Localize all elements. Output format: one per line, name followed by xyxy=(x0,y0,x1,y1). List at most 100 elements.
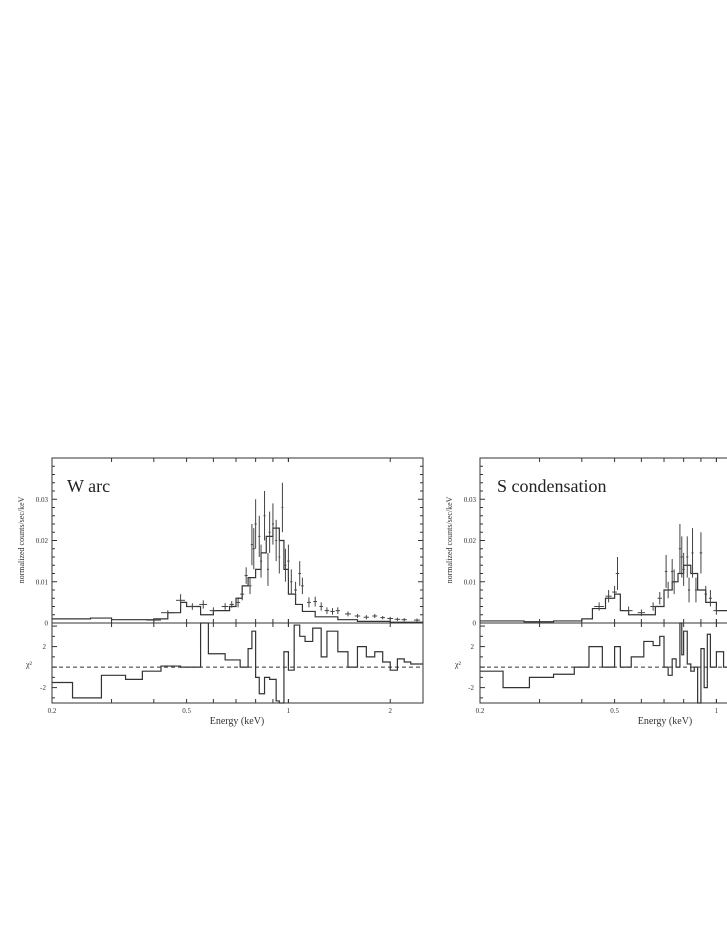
data-point xyxy=(670,559,674,584)
data-point xyxy=(281,482,284,533)
data-point xyxy=(605,590,612,603)
data-point xyxy=(624,606,633,615)
data-point xyxy=(278,540,281,574)
y-tick-label: 0.02 xyxy=(464,537,477,545)
x-tick-label: 0.2 xyxy=(48,707,57,715)
data-point xyxy=(160,610,175,616)
y-tick-label: 0.02 xyxy=(36,537,49,545)
data-point xyxy=(266,552,269,586)
data-point xyxy=(363,615,369,620)
y-axis-label: normalized counts/sec/keV xyxy=(17,496,26,583)
y-tick-label: 0 xyxy=(45,620,49,628)
data-point xyxy=(258,515,261,557)
data-point xyxy=(240,587,245,601)
data-point xyxy=(615,557,620,590)
data-point xyxy=(686,536,689,578)
data-point xyxy=(691,528,694,578)
data-point xyxy=(387,616,394,621)
data-point xyxy=(657,592,662,605)
data-point xyxy=(287,544,290,578)
data-point xyxy=(313,596,318,607)
data-point xyxy=(244,567,248,584)
data-point xyxy=(401,618,407,622)
plot-frame xyxy=(51,457,424,704)
data-point xyxy=(275,519,278,562)
x-tick-label: 1 xyxy=(715,707,719,715)
data-point xyxy=(394,617,401,621)
data-point xyxy=(699,532,703,574)
data-point xyxy=(146,618,161,622)
data-point xyxy=(229,601,234,608)
data-point xyxy=(259,544,263,578)
data-point xyxy=(380,615,385,620)
data-point xyxy=(284,548,287,582)
data-point xyxy=(209,607,218,614)
data-point xyxy=(372,613,378,619)
data-point xyxy=(290,569,293,595)
data-point xyxy=(307,597,311,608)
x-tick-label: 0.5 xyxy=(182,707,191,715)
data-point xyxy=(254,499,257,549)
data-point xyxy=(708,590,712,607)
y-tick-label: 0.01 xyxy=(464,578,477,586)
x-tick-label: 1 xyxy=(287,707,291,715)
panel-title: S condensation xyxy=(497,476,607,496)
data-point xyxy=(680,536,683,578)
data-point xyxy=(330,608,335,615)
x-axis-label: Energy (keV) xyxy=(210,716,265,727)
data-point xyxy=(354,613,361,619)
residual-axis-label: χ² xyxy=(454,660,462,669)
data-point xyxy=(704,585,708,603)
data-point xyxy=(612,585,617,599)
data-point xyxy=(324,607,330,614)
y-tick-label: 0.03 xyxy=(464,496,477,504)
plot-frame xyxy=(479,457,727,704)
residual-tick-label: 2 xyxy=(43,643,47,651)
data-point xyxy=(188,603,197,610)
x-tick-label: 2 xyxy=(388,707,392,715)
panel-s-condensation: S condensation normalized counts/sec/keV… xyxy=(445,457,727,727)
data-point xyxy=(268,511,271,553)
data-point xyxy=(413,618,421,622)
residual-histogram xyxy=(480,622,727,704)
residual-tick-label: 2 xyxy=(471,643,475,651)
x-tick-label: 0.2 xyxy=(476,707,485,715)
data-point xyxy=(650,602,656,611)
data-point xyxy=(252,528,255,570)
data-point xyxy=(199,600,208,609)
panel-title: W arc xyxy=(67,476,110,496)
data-point xyxy=(687,577,691,603)
x-axis-label: Energy (keV) xyxy=(638,716,693,727)
data-point xyxy=(175,594,186,607)
data-point xyxy=(666,581,670,599)
data-point xyxy=(672,569,676,595)
data-point xyxy=(236,597,241,608)
model-histogram xyxy=(480,564,727,623)
data-point xyxy=(271,503,274,545)
y-tick-label: 0.03 xyxy=(36,496,49,504)
data-point xyxy=(637,609,646,616)
residual-axis-label: χ² xyxy=(25,660,33,669)
data-point xyxy=(594,602,604,611)
data-point xyxy=(319,602,323,611)
y-tick-label: 0.01 xyxy=(36,578,49,586)
residual-tick-label: -2 xyxy=(40,684,46,692)
residual-histogram xyxy=(52,622,423,704)
y-tick-label: 0 xyxy=(473,620,477,628)
data-point xyxy=(301,577,304,595)
data-point xyxy=(294,581,297,599)
data-point xyxy=(694,577,697,603)
data-point xyxy=(713,606,720,615)
residual-tick-label: -2 xyxy=(468,684,474,692)
data-point xyxy=(298,561,302,586)
data-point xyxy=(335,607,340,614)
data-point xyxy=(248,577,252,595)
data-point xyxy=(682,552,685,586)
data-point xyxy=(344,611,351,617)
model-histogram xyxy=(52,527,423,623)
x-tick-label: 0.5 xyxy=(610,707,619,715)
data-point xyxy=(250,524,254,566)
data-point xyxy=(263,491,266,541)
data-point xyxy=(221,603,229,610)
